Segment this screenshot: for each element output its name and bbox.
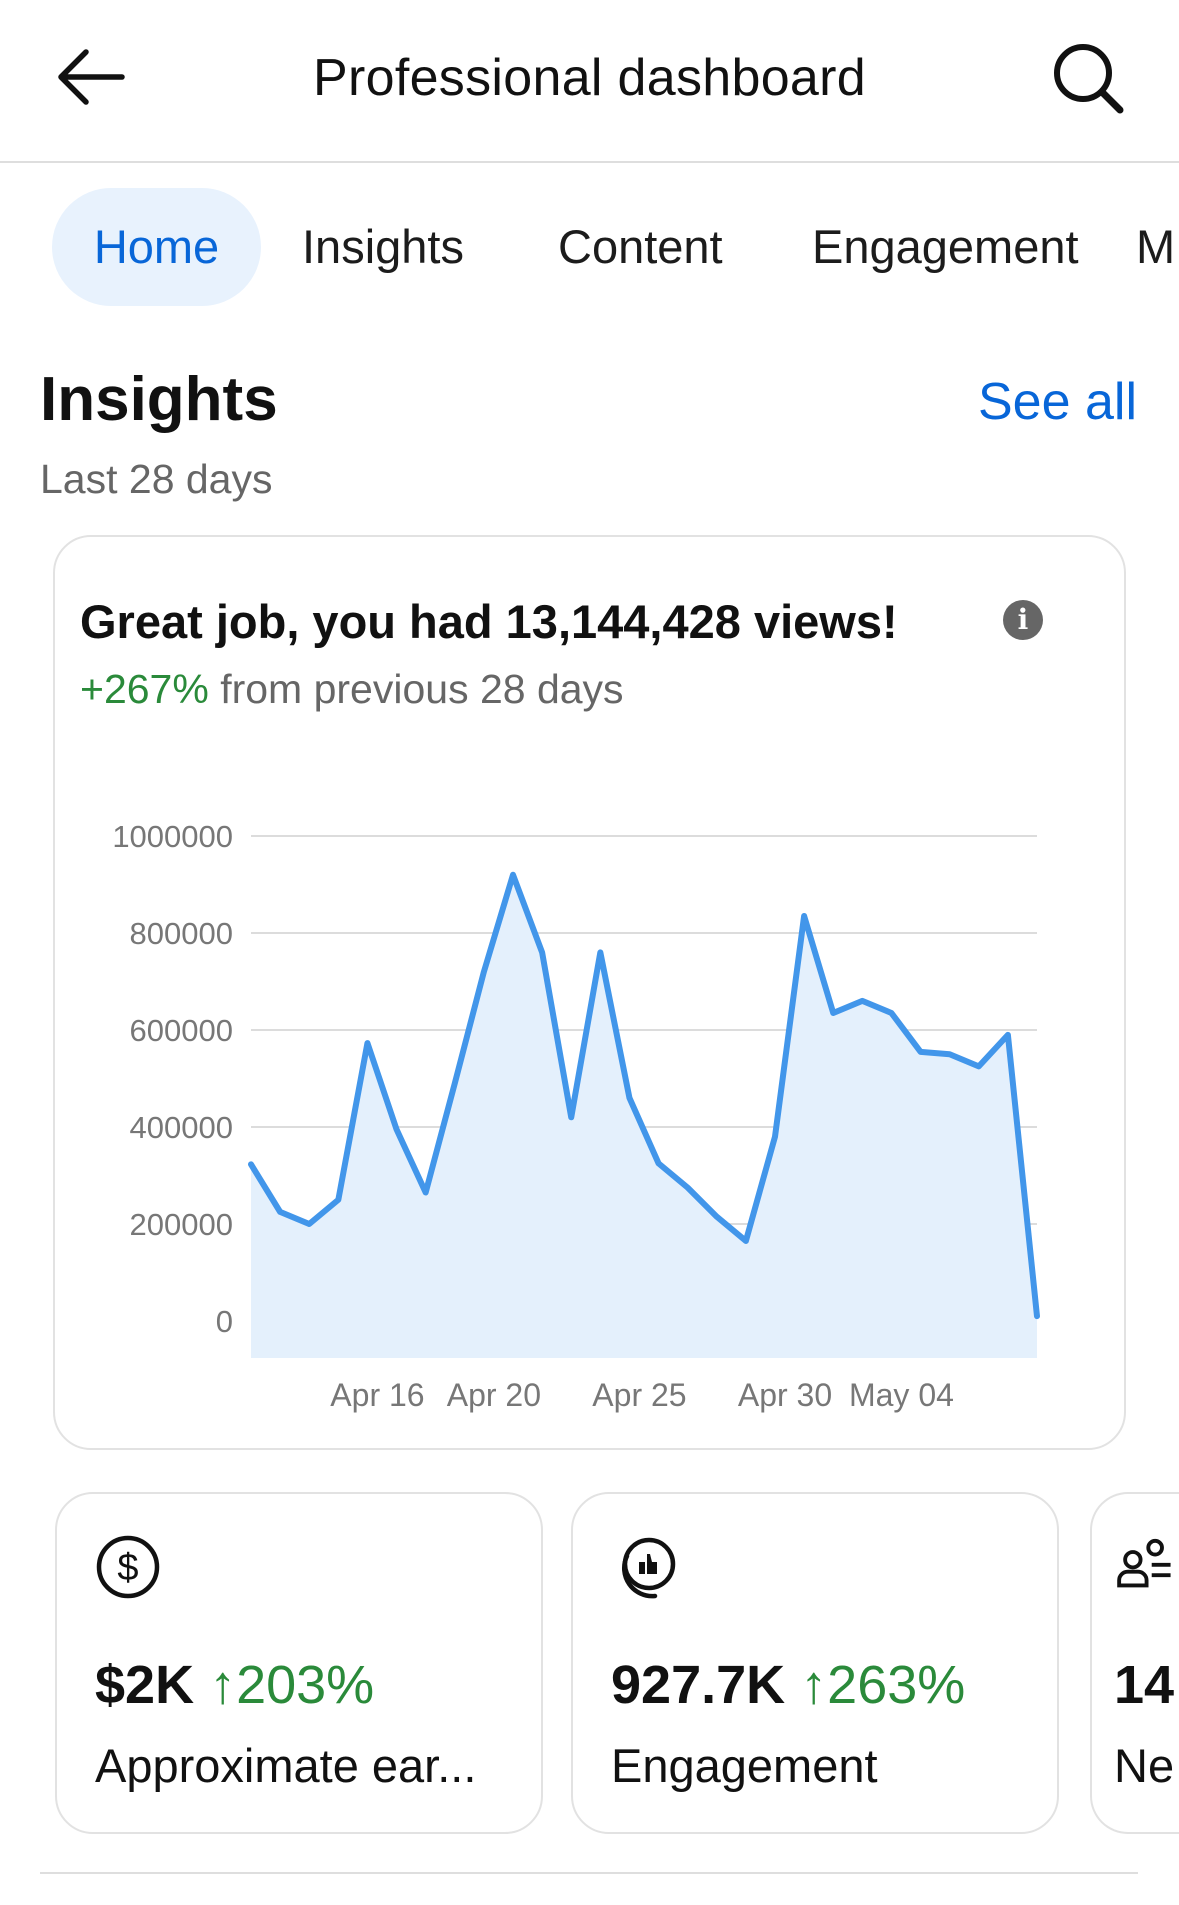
change-text: from previous 28 days <box>208 666 624 712</box>
views-chart: 0 200000 400000 600000 800000 1000000 Apr 16 Ap… <box>112 819 1040 1413</box>
x-tick-label: Apr 30 <box>738 1377 832 1413</box>
area-fill <box>251 874 1037 1358</box>
search-icon[interactable] <box>1050 40 1126 116</box>
metric-card-earnings[interactable]: $ $2K ↑203% Approximate ear... <box>55 1492 543 1834</box>
tab-content[interactable]: Content <box>558 220 723 273</box>
metric-card-new-followers[interactable]: 14 Ne <box>1090 1492 1179 1834</box>
x-tick-label: Apr 20 <box>447 1377 541 1413</box>
views-card[interactable] <box>53 535 1126 1450</box>
x-tick-label: May 04 <box>849 1377 954 1413</box>
people-icon <box>1117 1538 1171 1588</box>
section-title: Insights <box>40 365 278 434</box>
engagement-thumb-icon <box>621 1537 676 1599</box>
y-tick-label: 800000 <box>130 916 233 951</box>
y-tick-label: 1000000 <box>112 819 233 854</box>
metric-value: 927.7K ↑263% <box>611 1655 966 1715</box>
x-tick-label: Apr 25 <box>592 1377 686 1413</box>
top-bar: Professional dashboard <box>0 0 1179 163</box>
series-line <box>248 871 1040 1320</box>
y-tick-label: 400000 <box>130 1110 233 1145</box>
see-all-link[interactable]: See all <box>978 373 1137 431</box>
metric-label: Ne <box>1114 1739 1175 1792</box>
metric-label: Engagement <box>611 1739 878 1792</box>
tab-more[interactable]: M <box>1136 220 1176 273</box>
views-headline: Great job, you had 13,144,428 views! <box>80 595 898 648</box>
arrow-left-icon[interactable] <box>56 46 126 108</box>
dollar-circle-icon: $ <box>96 1535 160 1599</box>
tab-insights[interactable]: Insights <box>302 220 464 273</box>
y-tick-label: 600000 <box>130 1013 233 1048</box>
svg-text:$: $ <box>117 1547 138 1589</box>
x-tick-label: Apr 16 <box>330 1377 424 1413</box>
divider <box>40 1872 1138 1874</box>
metric-label: Approximate ear... <box>95 1739 477 1792</box>
metric-value: $2K ↑203% <box>95 1655 375 1715</box>
tab-home[interactable]: Home <box>52 188 261 306</box>
tab-engagement[interactable]: Engagement <box>812 220 1079 273</box>
info-icon[interactable]: i <box>1003 600 1043 640</box>
section-subtitle: Last 28 days <box>40 456 273 502</box>
views-change: +267% from previous 28 days <box>80 666 624 713</box>
metric-card-engagement[interactable]: 927.7K ↑263% Engagement <box>571 1492 1059 1834</box>
metric-value: 14 <box>1114 1655 1175 1715</box>
page-title: Professional dashboard <box>313 49 866 107</box>
y-tick-label: 0 <box>216 1304 233 1339</box>
change-percent: +267% <box>80 666 209 712</box>
y-tick-label: 200000 <box>130 1207 233 1242</box>
